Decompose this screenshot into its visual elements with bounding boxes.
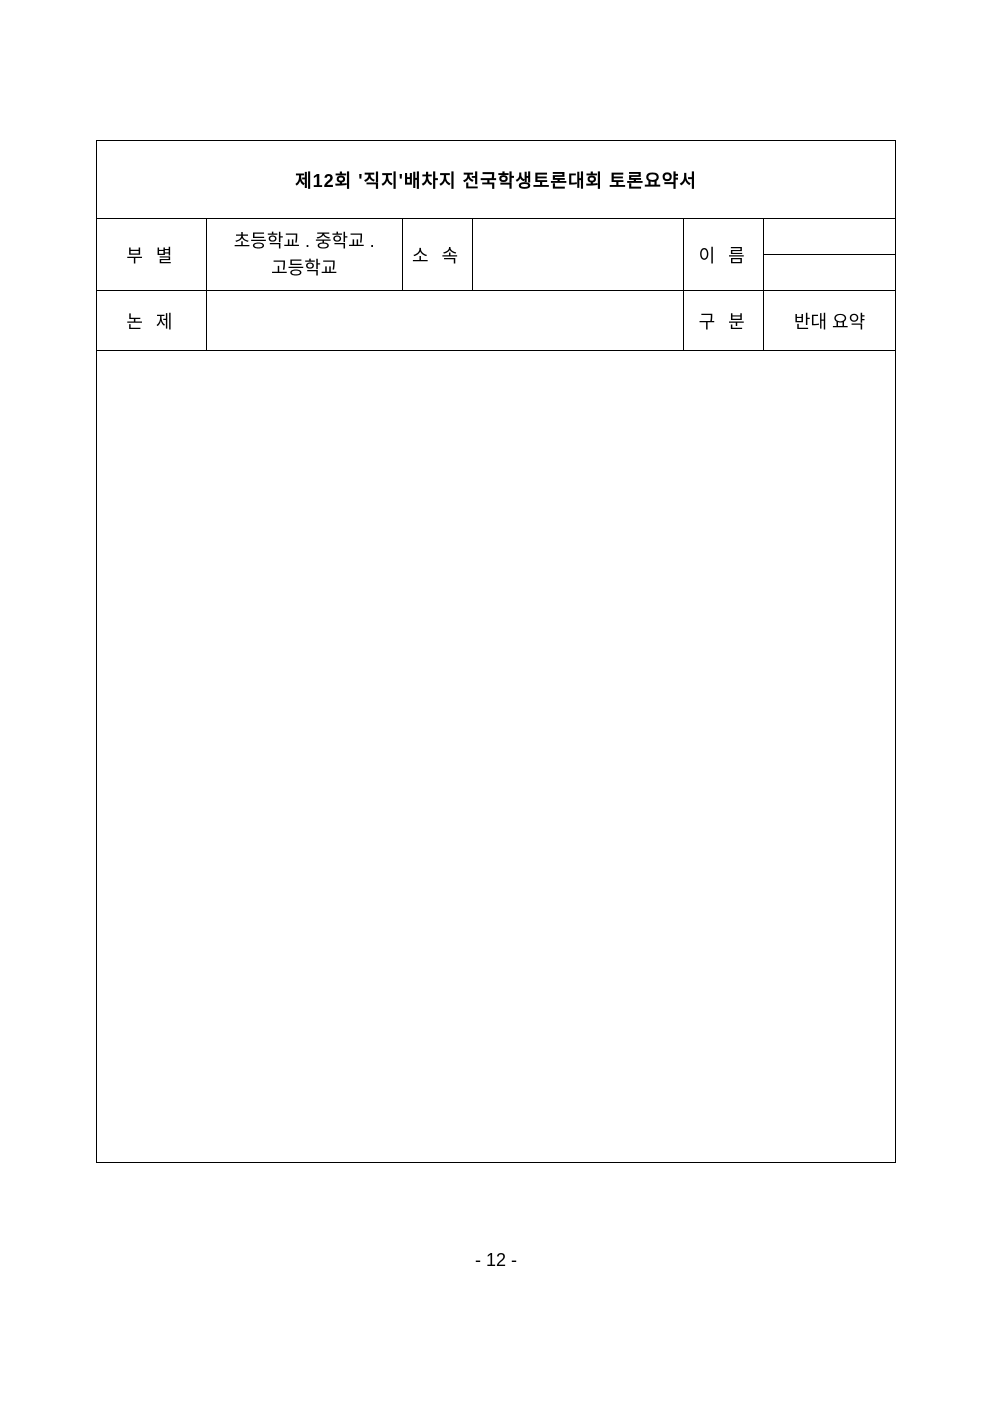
topic-value [206, 291, 683, 351]
division-line2: 고등학교 [271, 258, 337, 278]
division-label: 부 별 [97, 219, 207, 291]
title-row: 제12회 '직지'배차지 전국학생토론대회 토론요약서 [97, 141, 896, 219]
name-bottom [764, 255, 895, 290]
division-line1: 초등학교 . 중학교 . [234, 231, 375, 251]
content-area [97, 351, 896, 1163]
division-value: 초등학교 . 중학교 . 고등학교 [206, 219, 402, 291]
category-label: 구 분 [684, 291, 764, 351]
name-value-cell [764, 219, 896, 291]
content-row [97, 351, 896, 1163]
affiliation-label: 소 속 [402, 219, 472, 291]
info-row-1: 부 별 초등학교 . 중학교 . 고등학교 소 속 이 름 [97, 219, 896, 291]
name-split-container [764, 219, 895, 290]
info-row-2: 논 제 구 분 반대 요약 [97, 291, 896, 351]
topic-label: 논 제 [97, 291, 207, 351]
page-number: - 12 - [0, 1250, 992, 1271]
name-label: 이 름 [684, 219, 764, 291]
name-top [764, 219, 895, 255]
affiliation-value [472, 219, 684, 291]
form-table: 제12회 '직지'배차지 전국학생토론대회 토론요약서 부 별 초등학교 . 중… [96, 140, 896, 1163]
form-title: 제12회 '직지'배차지 전국학생토론대회 토론요약서 [97, 141, 896, 219]
form-container: 제12회 '직지'배차지 전국학생토론대회 토론요약서 부 별 초등학교 . 중… [96, 140, 896, 1163]
category-value: 반대 요약 [764, 291, 896, 351]
